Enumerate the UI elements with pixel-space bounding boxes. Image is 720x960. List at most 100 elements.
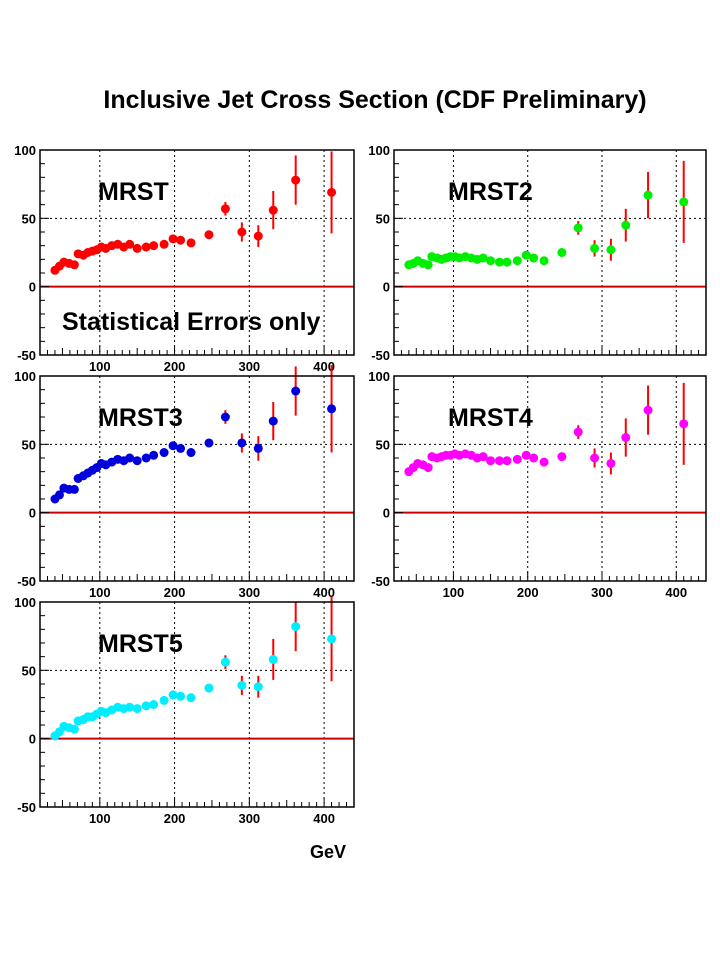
data-point: [125, 453, 135, 463]
data-point: [486, 256, 496, 266]
panel-label: MRST4: [448, 404, 533, 432]
data-point: [125, 702, 135, 712]
data-point: [220, 412, 230, 422]
plot-frame: [393, 149, 707, 356]
data-point: [159, 448, 169, 458]
plot-frame: [39, 149, 355, 356]
data-point: [291, 386, 301, 396]
x-tick-label: 400: [313, 585, 335, 600]
x-tick-label: 300: [238, 811, 260, 826]
y-tick-label: -50: [17, 800, 36, 815]
y-tick-label: 0: [383, 506, 390, 521]
data-point: [141, 701, 151, 711]
data-point: [253, 231, 263, 241]
data-point: [486, 456, 496, 466]
data-point: [478, 452, 488, 462]
data-point: [186, 238, 196, 248]
panel-1: 100 50 0 -50 100 200 300 400 MRST Statistical Err…: [14, 143, 355, 374]
data-point: [327, 634, 337, 644]
data-point: [268, 205, 278, 215]
data-point: [168, 234, 178, 244]
data-point: [237, 680, 247, 690]
y-tick-label: 0: [383, 280, 390, 295]
x-tick-label: 300: [238, 359, 260, 374]
y-tick-label: 0: [29, 506, 36, 521]
data-point: [512, 256, 522, 266]
data-point: [176, 691, 186, 701]
panel-3: 100 50 0 -50 100 200 300 400 MRST3: [14, 365, 355, 600]
data-point: [679, 197, 689, 207]
x-tick-label: 300: [238, 585, 260, 600]
data-point: [132, 704, 142, 714]
plot-frame: [39, 375, 355, 582]
panel-5: 100 50 0 -50 100 200 300 400 MRST5: [14, 595, 355, 826]
data-point: [590, 243, 600, 253]
data-point: [69, 260, 79, 270]
data-point: [590, 453, 600, 463]
x-tick-label: 200: [164, 585, 186, 600]
data-point: [291, 175, 301, 185]
data-point: [643, 190, 653, 200]
x-tick-label: 300: [591, 585, 613, 600]
data-point: [621, 433, 631, 442]
data-point: [494, 257, 504, 267]
data-point: [253, 682, 263, 692]
x-tick-label: 400: [313, 359, 335, 374]
y-tick-label: -50: [371, 574, 390, 589]
data-point: [606, 245, 616, 255]
y-tick-label: 50: [22, 663, 36, 678]
data-point: [168, 690, 178, 700]
data-point: [141, 453, 151, 463]
data-point: [132, 456, 142, 466]
data-point: [478, 253, 488, 263]
y-tick-label: -50: [17, 348, 36, 363]
data-point: [204, 438, 214, 448]
data-point: [141, 242, 151, 252]
data-point: [253, 443, 263, 453]
data-point: [204, 683, 214, 693]
data-point: [69, 484, 79, 494]
data-point: [502, 257, 512, 267]
data-point: [521, 250, 531, 260]
panel-label: MRST: [98, 178, 169, 206]
plot-frame: [393, 375, 707, 582]
panel-label: MRST2: [448, 178, 533, 206]
data-point: [268, 416, 278, 426]
data-point: [502, 456, 512, 466]
data-point: [679, 419, 689, 429]
data-point: [643, 405, 653, 415]
data-point: [176, 235, 186, 245]
data-point: [204, 230, 214, 240]
data-point: [539, 457, 549, 467]
panel-2: 100 50 0 -50 MRST2: [368, 143, 707, 363]
y-tick-label: 50: [22, 437, 36, 452]
y-tick-label: 0: [29, 732, 36, 747]
data-point: [521, 450, 531, 460]
x-tick-label: 100: [443, 585, 465, 600]
x-tick-label: 200: [517, 585, 539, 600]
data-point: [220, 657, 230, 667]
data-point: [423, 260, 433, 270]
panel-4: 100 50 0 -50 100 200 300 400 MRST4: [368, 369, 707, 600]
y-tick-label: 100: [14, 369, 36, 384]
data-point: [168, 441, 178, 451]
y-tick-label: 50: [376, 437, 390, 452]
panel-annotation: Statistical Errors only: [62, 308, 321, 336]
data-point: [132, 243, 142, 253]
data-point: [176, 443, 186, 453]
panel-label: MRST5: [98, 630, 183, 658]
data-point: [220, 204, 230, 214]
y-tick-label: -50: [371, 348, 390, 363]
data-point: [69, 724, 79, 734]
y-tick-label: 50: [22, 211, 36, 226]
y-tick-label: 50: [376, 211, 390, 226]
data-point: [159, 695, 169, 705]
data-point: [573, 427, 583, 437]
data-point: [54, 490, 64, 500]
x-tick-label: 400: [665, 585, 687, 600]
data-point: [557, 248, 567, 257]
data-point: [606, 458, 616, 468]
x-unit-label: GeV: [310, 842, 346, 862]
data-point: [186, 448, 196, 458]
